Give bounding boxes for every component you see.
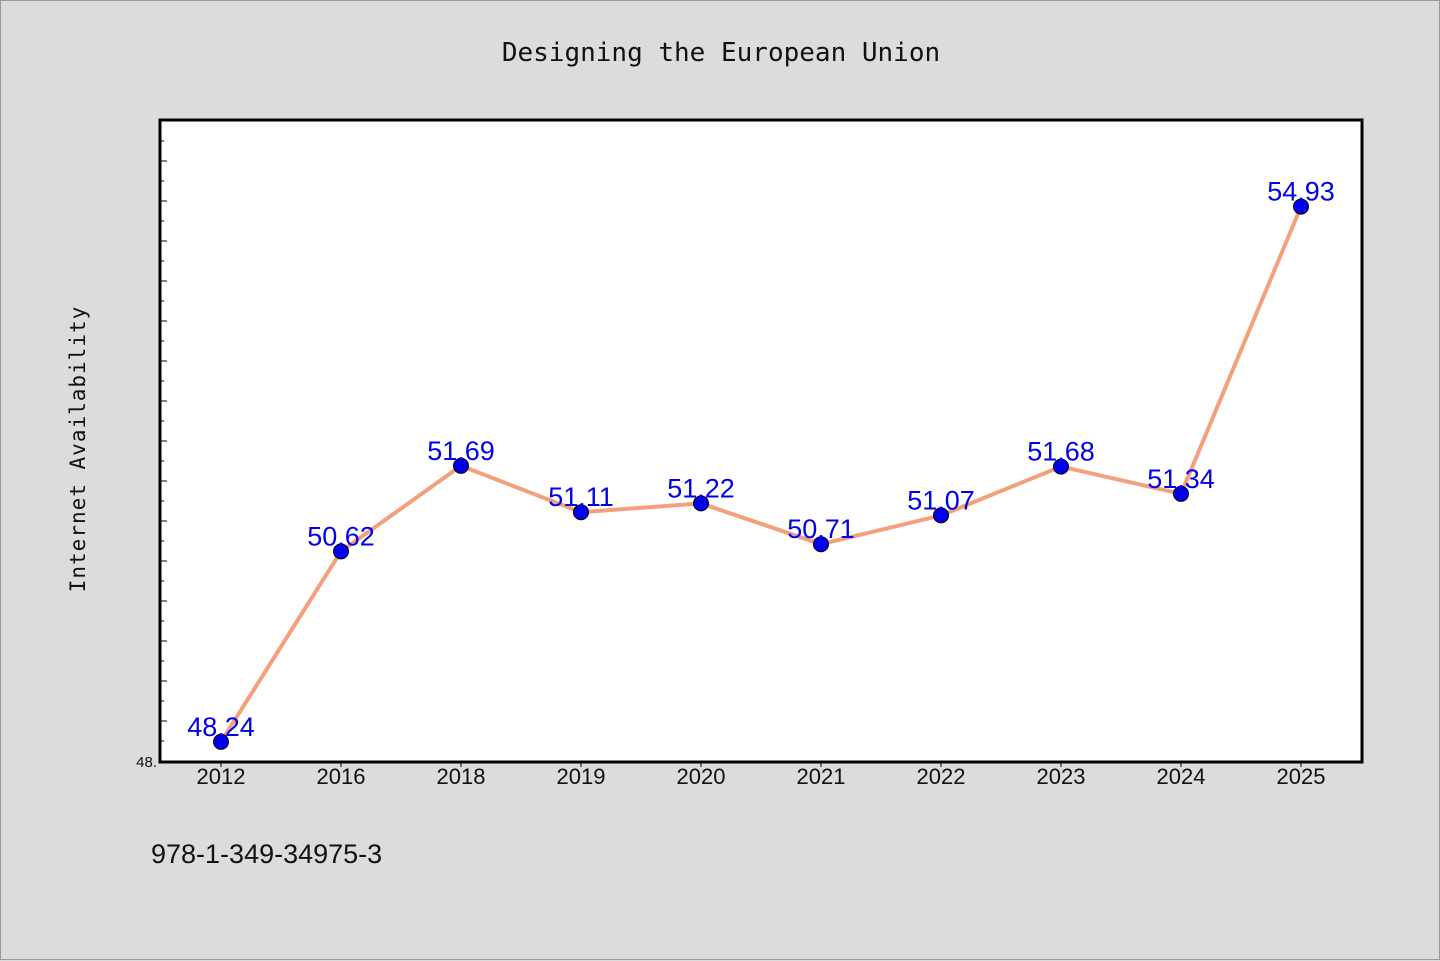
x-tick-label: 2019 [557,764,606,789]
x-axis-ticks: 2012 2016 2018 2019 2020 2021 2022 2023 2024 2025 [197,761,1326,789]
data-point [933,507,949,524]
x-tick-label: 2016 [317,764,366,789]
data-point [453,457,469,474]
series-line [219,205,1303,743]
x-tick-label: 2025 [1277,764,1326,789]
data-point [693,495,709,512]
data-label: 50.71 [787,514,855,544]
data-point [573,504,589,521]
data-label: 50.62 [307,521,375,551]
data-label: 51.11 [548,482,614,512]
chart-title: Designing the European Union [502,38,940,68]
x-tick-label: 2024 [1157,764,1206,789]
y-axis-label: Internet Availability [66,306,90,593]
data-label: 54.93 [1267,177,1335,207]
data-point [1293,198,1309,215]
data-point [1053,458,1069,475]
plot-area [158,118,1364,764]
data-label: 51.69 [427,436,495,466]
data-markers [213,198,1309,750]
data-label: 48.24 [187,712,255,742]
x-tick-label: 2018 [437,764,486,789]
data-label: 51.34 [1147,464,1215,494]
x-tick-label: 2022 [917,764,966,789]
data-labels: 48.24 50.62 51.69 51.11 51.22 50.71 51.07 51.68… [187,177,1335,742]
data-label: 51.22 [667,473,735,503]
x-tick-label: 2023 [1037,764,1086,789]
data-point [213,733,229,750]
data-label: 51.68 [1027,437,1095,467]
footer-isbn: 978-1-349-34975-3 [151,839,382,869]
x-tick-label: 2021 [797,764,846,789]
x-tick-label: 2020 [677,764,726,789]
y-tick-label: 48. [136,754,157,771]
data-point [333,543,349,560]
data-point [1173,485,1189,502]
x-tick-label: 2012 [197,764,246,789]
y-axis-ticks [161,120,167,762]
data-label: 51.07 [907,485,975,515]
data-point [813,536,829,553]
